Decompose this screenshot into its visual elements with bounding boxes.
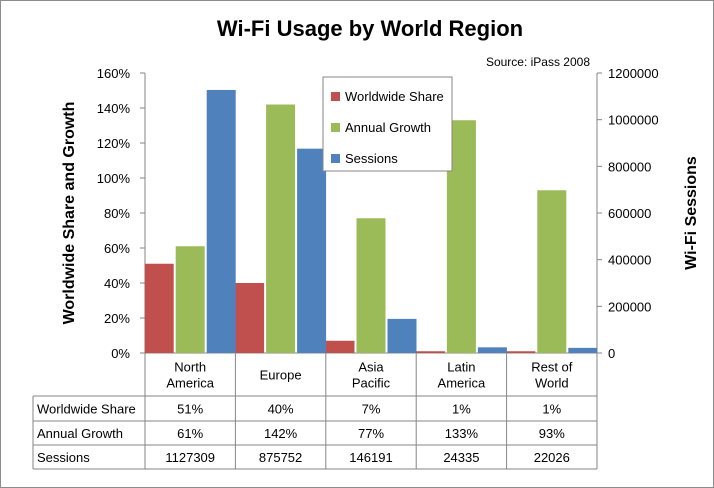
table-cell: 22026 [534,450,570,465]
table-cell: 93% [539,426,565,441]
bar-worldwide-share [325,340,355,353]
chart-title: Wi-Fi Usage by World Region [217,16,523,41]
table-cell: 61% [177,426,203,441]
right-tick-label: 0 [608,346,615,361]
left-tick-label: 60% [104,241,130,256]
legend-label: Annual Growth [345,120,431,135]
category-label: Latin [447,360,475,375]
bar-worldwide-share [415,351,445,353]
right-tick-label: 800000 [608,159,651,174]
table-cell: 1% [452,402,471,417]
bar-sessions [477,347,507,353]
table-cell: 24335 [443,450,479,465]
legend-label: Worldwide Share [345,89,444,104]
bar-sessions [387,318,417,353]
category-label: Europe [260,368,302,383]
right-tick-label: 1000000 [608,113,659,128]
plot-area: 0% 20% 40% 60% 80% 100% 120% 140% 160% 0 200000 400… [97,66,659,361]
left-tick-label: 40% [104,276,130,291]
table-row-header: Worldwide Share [37,402,136,417]
bar-sessions [206,89,236,353]
category-label: North [174,360,206,375]
left-tick-label: 100% [97,171,131,186]
table-cell: 1% [542,402,561,417]
category-label: World [535,376,569,391]
legend-swatch [331,154,340,163]
bar-worldwide-share [144,263,174,353]
table-cell: 40% [268,402,294,417]
bar-annual-growth [175,246,205,353]
data-table: NorthAmericaEuropeAsiaPacificLatinAmeric… [32,353,598,470]
table-cell: 875752 [259,450,302,465]
bar-sessions [297,148,327,353]
right-tick-label: 400000 [608,253,651,268]
table-row-header: Sessions [37,450,90,465]
bar-annual-growth [356,218,386,353]
legend-box [322,76,453,172]
table-cell: 1127309 [165,450,215,465]
left-tick-label: 140% [97,101,131,116]
legend-label: Sessions [345,151,398,166]
left-tick-label: 20% [104,311,130,326]
bar-annual-growth [266,104,296,353]
table-row-header: Annual Growth [37,426,123,441]
left-tick-label: 160% [97,66,131,81]
category-label: Pacific [352,376,391,391]
bar-worldwide-share [506,351,536,353]
right-tick-label: 600000 [608,206,651,221]
legend-swatch [331,123,340,132]
table-cell: 51% [177,402,203,417]
left-tick-label: 80% [104,206,130,221]
table-cell: 77% [358,426,384,441]
right-tick-label: 1200000 [608,66,659,81]
table-cell: 133% [445,426,479,441]
category-label: America [166,376,214,391]
bar-sessions [568,347,598,353]
category-label: Asia [358,360,384,375]
bar-worldwide-share [235,283,265,353]
left-tick-label: 120% [97,136,131,151]
legend-swatch [331,92,340,101]
table-cell: 7% [362,402,381,417]
right-tick-label: 200000 [608,299,651,314]
legend: Worldwide Share Annual Growth Sessions [322,76,453,172]
source-note: Source: iPass 2008 [486,55,590,69]
table-cell: 142% [264,426,298,441]
left-axis-title: Worldwide Share and Growth [61,102,78,325]
bar-annual-growth [537,190,567,353]
right-axis-title: Wi-Fi Sessions [683,156,700,270]
left-tick-label: 0% [111,346,130,361]
category-label: America [438,376,486,391]
category-label: Rest of [531,360,573,375]
table-cell: 146191 [349,450,392,465]
